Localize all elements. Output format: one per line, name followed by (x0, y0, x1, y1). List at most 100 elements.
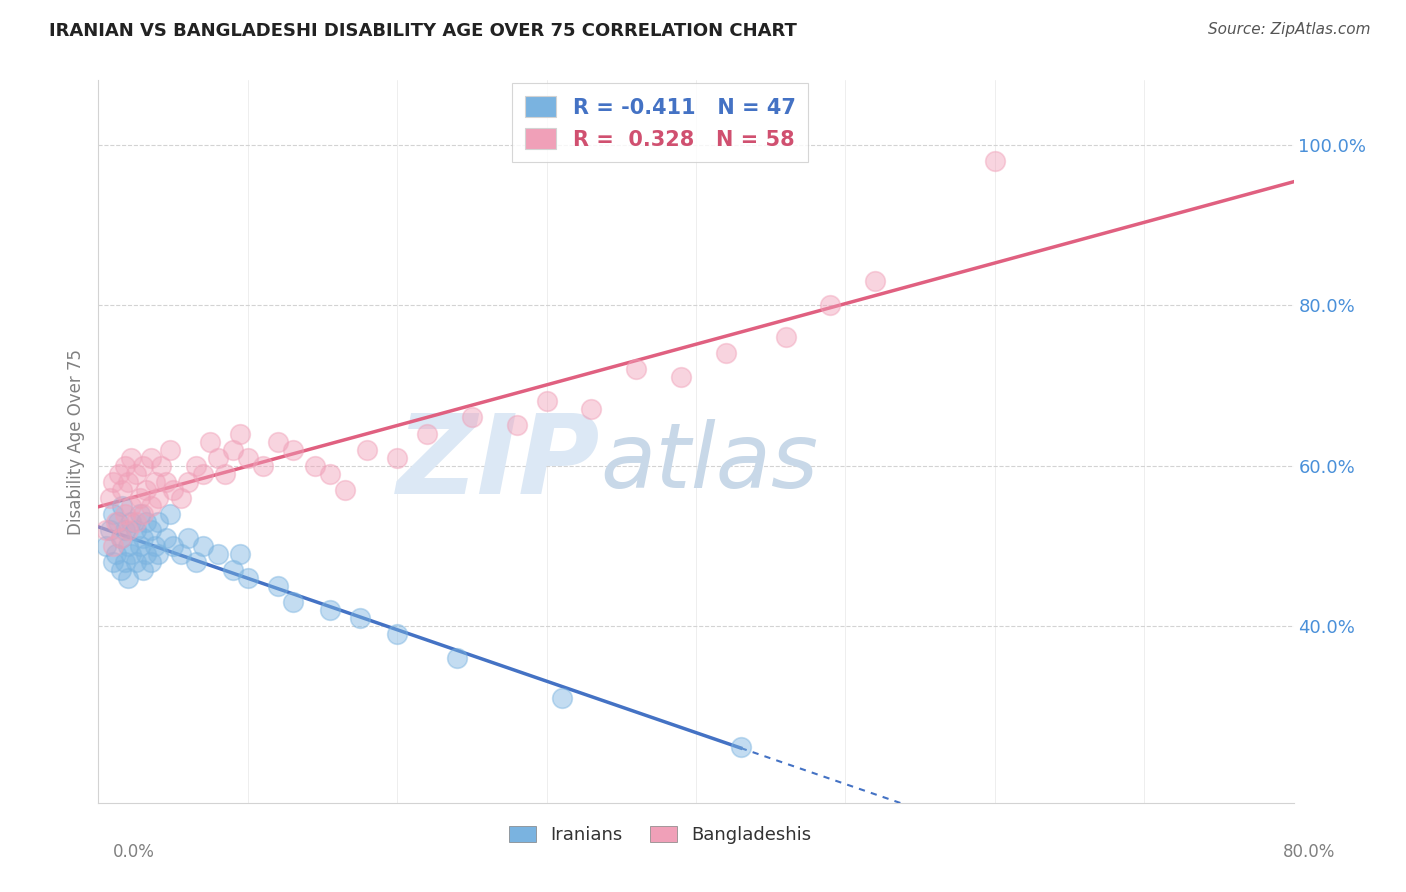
Point (333, 483, 356, 497)
Point (114, 507, 136, 521)
Point (169, 491, 191, 505)
Point (865, 274, 887, 288)
Point (319, 467, 342, 481)
Point (103, 555, 125, 569)
Point (820, 298, 842, 312)
Point (200, 434, 222, 449)
Point (139, 555, 162, 569)
Point (120, 547, 142, 561)
Point (120, 450, 142, 465)
Point (139, 499, 162, 513)
Point (148, 515, 170, 529)
Point (669, 370, 692, 384)
Point (135, 547, 157, 561)
Point (461, 410, 484, 425)
Point (159, 507, 181, 521)
Point (98, 523, 122, 537)
Point (98, 491, 122, 505)
Point (117, 475, 139, 489)
Point (148, 491, 170, 505)
Point (267, 579, 290, 593)
Point (132, 563, 155, 577)
Point (143, 475, 166, 489)
Point (385, 450, 409, 465)
Point (135, 515, 157, 529)
Point (281, 442, 304, 457)
Point (132, 507, 155, 521)
Text: 0.0%: 0.0% (112, 843, 155, 861)
Point (222, 563, 245, 577)
Point (148, 547, 170, 561)
Point (103, 539, 125, 553)
Point (319, 603, 342, 617)
Point (139, 450, 162, 465)
Point (143, 539, 166, 553)
Point (120, 499, 142, 513)
Point (184, 458, 207, 473)
Point (730, 739, 752, 754)
Point (111, 499, 134, 513)
Point (135, 483, 157, 497)
Point (132, 458, 155, 473)
Point (349, 611, 371, 625)
Text: Source: ZipAtlas.com: Source: ZipAtlas.com (1208, 22, 1371, 37)
Point (94, 523, 117, 537)
Point (110, 531, 132, 545)
Point (304, 458, 326, 473)
Point (105, 515, 128, 529)
Point (191, 467, 214, 481)
Point (385, 627, 409, 641)
Point (103, 507, 125, 521)
Point (214, 467, 236, 481)
Point (162, 483, 184, 497)
Point (110, 531, 132, 545)
Point (125, 523, 148, 537)
Point (103, 475, 125, 489)
Point (129, 491, 152, 505)
Point (107, 515, 129, 529)
Point (111, 483, 134, 497)
Point (446, 651, 468, 665)
Point (114, 458, 136, 473)
Point (550, 691, 572, 706)
Point (117, 539, 139, 553)
Point (207, 450, 229, 465)
Point (125, 467, 148, 481)
Point (110, 563, 132, 577)
Point (236, 450, 259, 465)
Point (129, 539, 152, 553)
Text: ZIP: ZIP (396, 409, 600, 516)
Point (114, 555, 136, 569)
Point (117, 571, 139, 585)
Point (229, 426, 252, 441)
Text: 80.0%: 80.0% (1284, 843, 1336, 861)
Point (222, 442, 245, 457)
Point (125, 515, 148, 529)
Point (626, 362, 648, 376)
Point (229, 547, 252, 561)
Y-axis label: Disability Age Over 75: Disability Age Over 75 (66, 349, 84, 534)
Point (581, 402, 603, 417)
Point (506, 418, 529, 433)
Point (536, 394, 558, 409)
Point (155, 531, 177, 545)
Point (120, 515, 142, 529)
Point (139, 523, 162, 537)
Point (169, 547, 191, 561)
Point (714, 346, 737, 360)
Point (162, 539, 184, 553)
Point (984, 153, 1007, 168)
Point (105, 547, 128, 561)
Point (207, 547, 229, 561)
Point (94, 539, 117, 553)
Point (155, 475, 177, 489)
Point (159, 442, 181, 457)
Point (775, 330, 797, 344)
Point (252, 458, 274, 473)
Point (356, 442, 378, 457)
Point (177, 475, 200, 489)
Point (177, 531, 200, 545)
Point (150, 458, 173, 473)
Point (416, 426, 439, 441)
Point (117, 523, 139, 537)
